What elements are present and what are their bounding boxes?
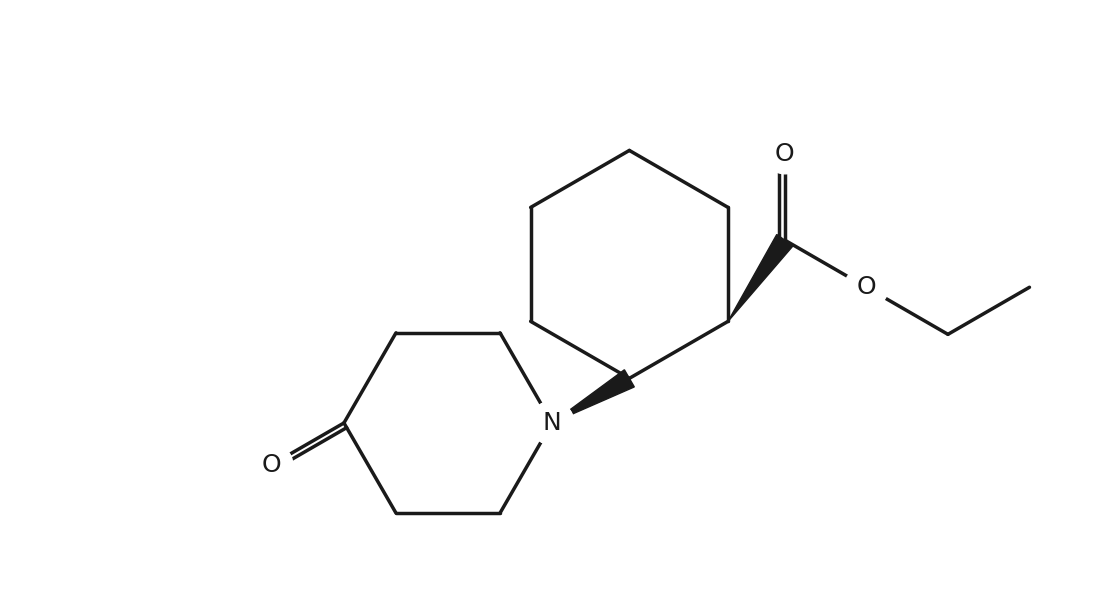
Text: O: O xyxy=(261,453,281,477)
Circle shape xyxy=(766,134,805,174)
Text: O: O xyxy=(776,142,795,166)
Circle shape xyxy=(530,401,574,445)
Polygon shape xyxy=(728,235,793,321)
Text: N: N xyxy=(542,411,561,435)
Text: O: O xyxy=(857,275,876,299)
Circle shape xyxy=(530,401,574,445)
Polygon shape xyxy=(552,370,634,423)
Circle shape xyxy=(845,265,888,309)
Circle shape xyxy=(249,443,292,487)
Text: N: N xyxy=(542,411,561,435)
